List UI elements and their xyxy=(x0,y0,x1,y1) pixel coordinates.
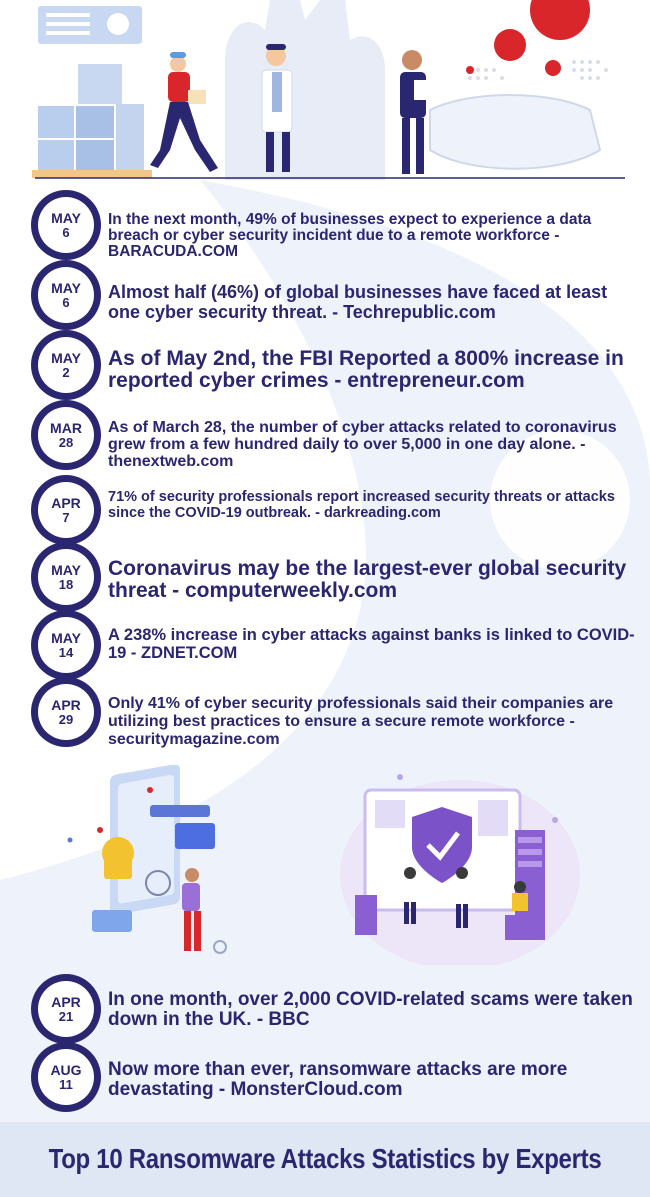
date-day: 21 xyxy=(58,1008,74,1024)
date-badge: MAY 6 xyxy=(31,260,101,330)
date-month: APR xyxy=(51,993,81,1010)
hero-illustration xyxy=(32,0,625,180)
date-month: MAY xyxy=(51,279,81,296)
entry-text: Only 41% of cyber security professionals… xyxy=(108,695,614,748)
shield-dashboard-illustration xyxy=(340,774,580,965)
date-month: MAY xyxy=(51,209,81,226)
date-badge: MAY 6 xyxy=(31,190,101,260)
entry-text: Coronavirus may be the largest-ever glob… xyxy=(108,557,627,602)
mask-shape xyxy=(429,94,602,170)
delivery-person xyxy=(150,52,218,172)
entry-text: As of March 28, the number of cyber atta… xyxy=(108,419,617,470)
date-month: AUG xyxy=(50,1061,82,1078)
date-badge: APR 21 xyxy=(31,974,101,1044)
background-swoosh xyxy=(0,180,650,1190)
entry-text: Almost half (46%) of global businesses h… xyxy=(108,282,608,322)
doctor-person xyxy=(261,44,293,172)
date-day: 18 xyxy=(58,576,74,592)
date-badge: AUG 11 xyxy=(31,1042,101,1112)
date-day: 2 xyxy=(62,364,70,380)
entry-text: Now more than ever, ransomware attacks a… xyxy=(108,1059,568,1100)
date-month: MAY xyxy=(51,561,81,578)
boxes-stack xyxy=(32,64,152,178)
entry-text: A 238% increase in cyber attacks against… xyxy=(108,626,635,662)
date-day: 6 xyxy=(62,294,70,310)
date-badge: APR 7 xyxy=(31,475,101,545)
date-badge: MAY 14 xyxy=(31,610,101,680)
date-day: 6 xyxy=(62,224,70,240)
date-day: 7 xyxy=(62,509,70,525)
date-badge: MAR 28 xyxy=(31,400,101,470)
date-month: MAY xyxy=(51,349,81,366)
world-map-dots xyxy=(468,60,608,80)
security-illustrations xyxy=(67,765,580,965)
date-day: 11 xyxy=(59,1076,73,1092)
entry-text: In one month, over 2,000 COVID-related s… xyxy=(108,989,633,1030)
footer-bar: Top 10 Ransomware Attacks Statistics by … xyxy=(0,1122,650,1197)
entry-text: In the next month, 49% of businesses exp… xyxy=(108,211,592,260)
date-day: 14 xyxy=(58,644,74,660)
nurse-person xyxy=(400,50,432,174)
entry-text: As of May 2nd, the FBI Reported a 800% i… xyxy=(108,347,624,392)
date-day: 29 xyxy=(58,711,74,727)
date-badge: MAY 2 xyxy=(31,330,101,400)
date-month: MAY xyxy=(51,629,81,646)
glove-shape xyxy=(225,0,385,180)
date-month: APR xyxy=(51,696,81,713)
date-badge: APR 29 xyxy=(31,677,101,747)
virus-icons xyxy=(466,0,590,76)
entry-text: 71% of security professionals report inc… xyxy=(108,489,615,521)
date-badge: MAY 18 xyxy=(31,542,101,612)
date-month: MAR xyxy=(50,419,82,436)
footer-title: Top 10 Ransomware Attacks Statistics by … xyxy=(48,1143,602,1175)
phone-security-illustration xyxy=(67,765,227,954)
date-day: 28 xyxy=(58,434,74,450)
date-month: APR xyxy=(51,494,81,511)
